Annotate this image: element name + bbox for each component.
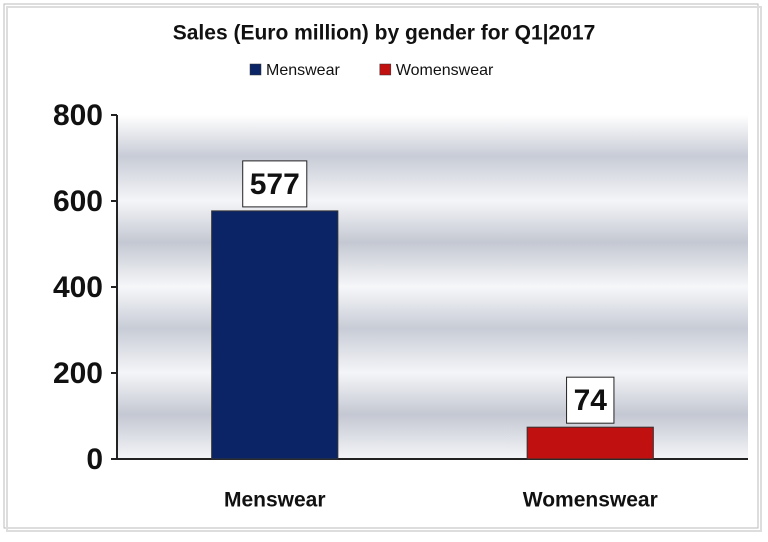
legend-swatch: [379, 63, 392, 76]
bar: [526, 426, 654, 460]
y-tick-label: 0: [86, 443, 103, 476]
y-tick-label: 200: [53, 357, 103, 390]
x-tick-label: Womenswear: [523, 489, 658, 512]
y-tick-label: 600: [53, 185, 103, 218]
data-label: 74: [574, 384, 608, 417]
chart-title: Sales (Euro million) by gender for Q1|20…: [173, 22, 596, 45]
data-label: 577: [250, 168, 300, 201]
x-tick-label: Menswear: [224, 489, 326, 512]
data-label-box: [566, 376, 615, 424]
legend-label: Womenswear: [396, 62, 494, 79]
legend-label: Menswear: [266, 62, 340, 79]
y-tick-label: 800: [53, 99, 103, 132]
legend-swatch: [249, 63, 262, 76]
bar: [211, 210, 339, 460]
y-tick-label: 400: [53, 271, 103, 304]
data-label-box: [242, 160, 308, 208]
frame-shadow: [6, 6, 762, 532]
